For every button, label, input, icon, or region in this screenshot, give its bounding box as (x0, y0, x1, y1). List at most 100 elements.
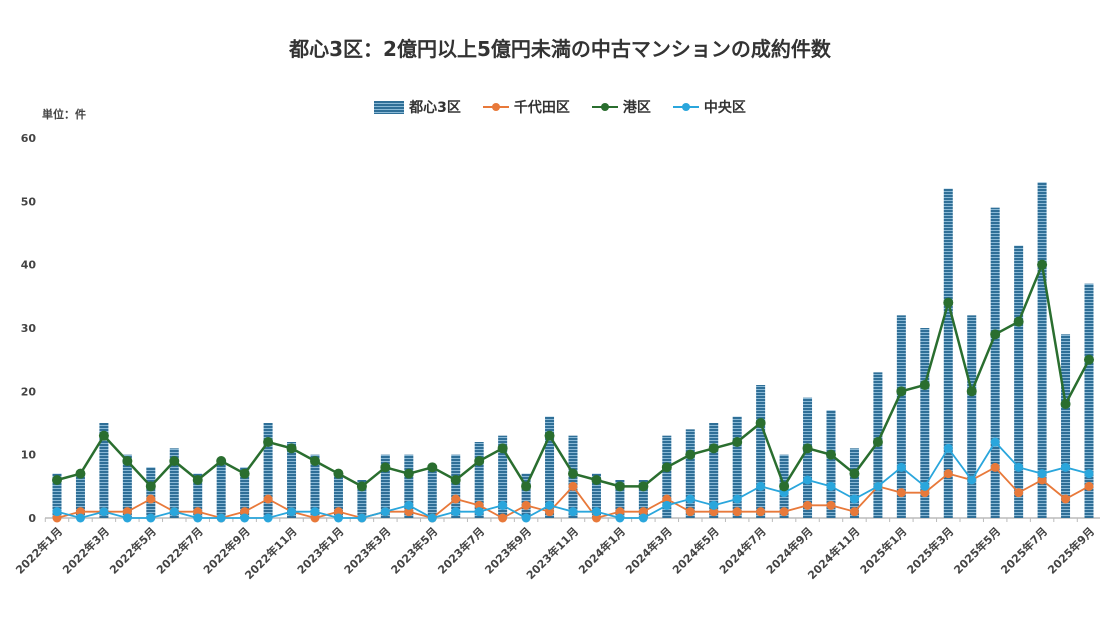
point-2 (849, 468, 860, 479)
point-3 (521, 513, 531, 523)
point-2 (685, 449, 696, 460)
point-2 (826, 449, 836, 460)
point-2 (544, 430, 555, 441)
bar-total (638, 480, 648, 518)
point-3 (99, 507, 109, 517)
x-tick-label: 2022年5月 (106, 524, 159, 577)
chart-title: 都心3区：2億円以上5億円未満の中古マンションの成約件数 (289, 37, 831, 61)
point-1 (803, 500, 813, 510)
bar-total (849, 448, 859, 518)
point-1 (240, 507, 250, 517)
point-1 (1061, 494, 1071, 504)
point-3 (849, 494, 859, 504)
x-tick-label: 2022年1月 (13, 524, 66, 577)
point-1 (75, 507, 85, 517)
x-tick-label: 2025年7月 (998, 524, 1051, 577)
bar-total (240, 467, 250, 518)
point-2 (614, 481, 625, 492)
point-2 (568, 468, 578, 479)
bar-total (990, 207, 1000, 518)
point-1 (638, 507, 648, 517)
point-2 (591, 475, 602, 485)
point-3 (920, 481, 930, 491)
point-2 (1060, 399, 1071, 409)
point-1 (779, 507, 789, 517)
x-tick-label: 2025年9月 (1045, 524, 1098, 577)
point-1 (1037, 475, 1047, 485)
y-tick-label: 10 (21, 449, 37, 462)
point-1 (545, 507, 555, 517)
point-3 (990, 437, 1000, 447)
bar-total (591, 473, 601, 518)
point-3 (75, 513, 85, 523)
bar-total (310, 454, 320, 518)
point-2 (333, 468, 344, 479)
point-1 (990, 462, 1000, 472)
bar-total (943, 188, 953, 518)
y-tick-label: 30 (21, 322, 37, 335)
point-2 (755, 418, 766, 428)
point-3 (967, 475, 977, 485)
point-2 (732, 437, 743, 447)
bar-total (357, 480, 367, 518)
point-3 (287, 507, 297, 517)
point-2 (192, 475, 203, 485)
bar-total (685, 429, 695, 518)
bar-total (474, 442, 484, 518)
point-1 (1014, 488, 1024, 498)
point-3 (216, 513, 226, 523)
bar-total (709, 423, 719, 518)
bar-total (662, 435, 672, 518)
point-3 (638, 513, 648, 523)
legend: 都心3区 千代田区 港区 中央区 (0, 97, 1120, 117)
bar-total (967, 315, 977, 518)
point-1 (474, 500, 484, 510)
x-tick-label: 2024年7月 (716, 524, 769, 577)
bar-total (521, 473, 531, 518)
legend-item-total: 都心3区 (374, 97, 461, 117)
point-2 (263, 437, 274, 447)
point-2 (52, 475, 62, 485)
x-tick-label: 2025年1月 (857, 524, 910, 577)
bar-total (404, 454, 414, 518)
point-3 (263, 513, 273, 523)
x-tick-label: 2023年9月 (482, 524, 535, 577)
x-tick-label: 2024年5月 (669, 524, 722, 577)
bar-total (333, 473, 343, 518)
point-3 (193, 513, 203, 523)
unit-label: 単位：件 (42, 108, 86, 121)
point-1 (451, 494, 461, 504)
bar-total (1061, 334, 1071, 518)
bar-total (99, 423, 109, 518)
bar-total (545, 416, 555, 518)
point-1 (662, 494, 672, 504)
point-3 (662, 500, 672, 510)
point-3 (310, 507, 320, 517)
point-2 (98, 430, 109, 441)
point-3 (333, 513, 343, 523)
point-3 (122, 513, 132, 523)
point-2 (943, 297, 954, 308)
legend-item-minato: 港区 (591, 97, 651, 117)
bar-total (169, 448, 179, 518)
point-2 (1084, 354, 1094, 365)
legend-item-chuo: 中央区 (672, 97, 746, 117)
point-1 (849, 507, 859, 517)
point-3 (474, 507, 484, 517)
point-3 (451, 507, 461, 517)
point-3 (896, 462, 906, 472)
legend-label: 千代田区 (513, 100, 570, 116)
bar-total (896, 315, 906, 518)
point-3 (732, 494, 742, 504)
point-3 (240, 513, 250, 523)
point-1 (568, 481, 578, 491)
point-3 (357, 513, 367, 523)
point-2 (966, 386, 977, 397)
y-tick-label: 0 (28, 512, 36, 525)
point-1 (146, 494, 156, 504)
bar-total (380, 454, 390, 518)
bar-total (263, 423, 273, 518)
point-1 (685, 507, 695, 517)
